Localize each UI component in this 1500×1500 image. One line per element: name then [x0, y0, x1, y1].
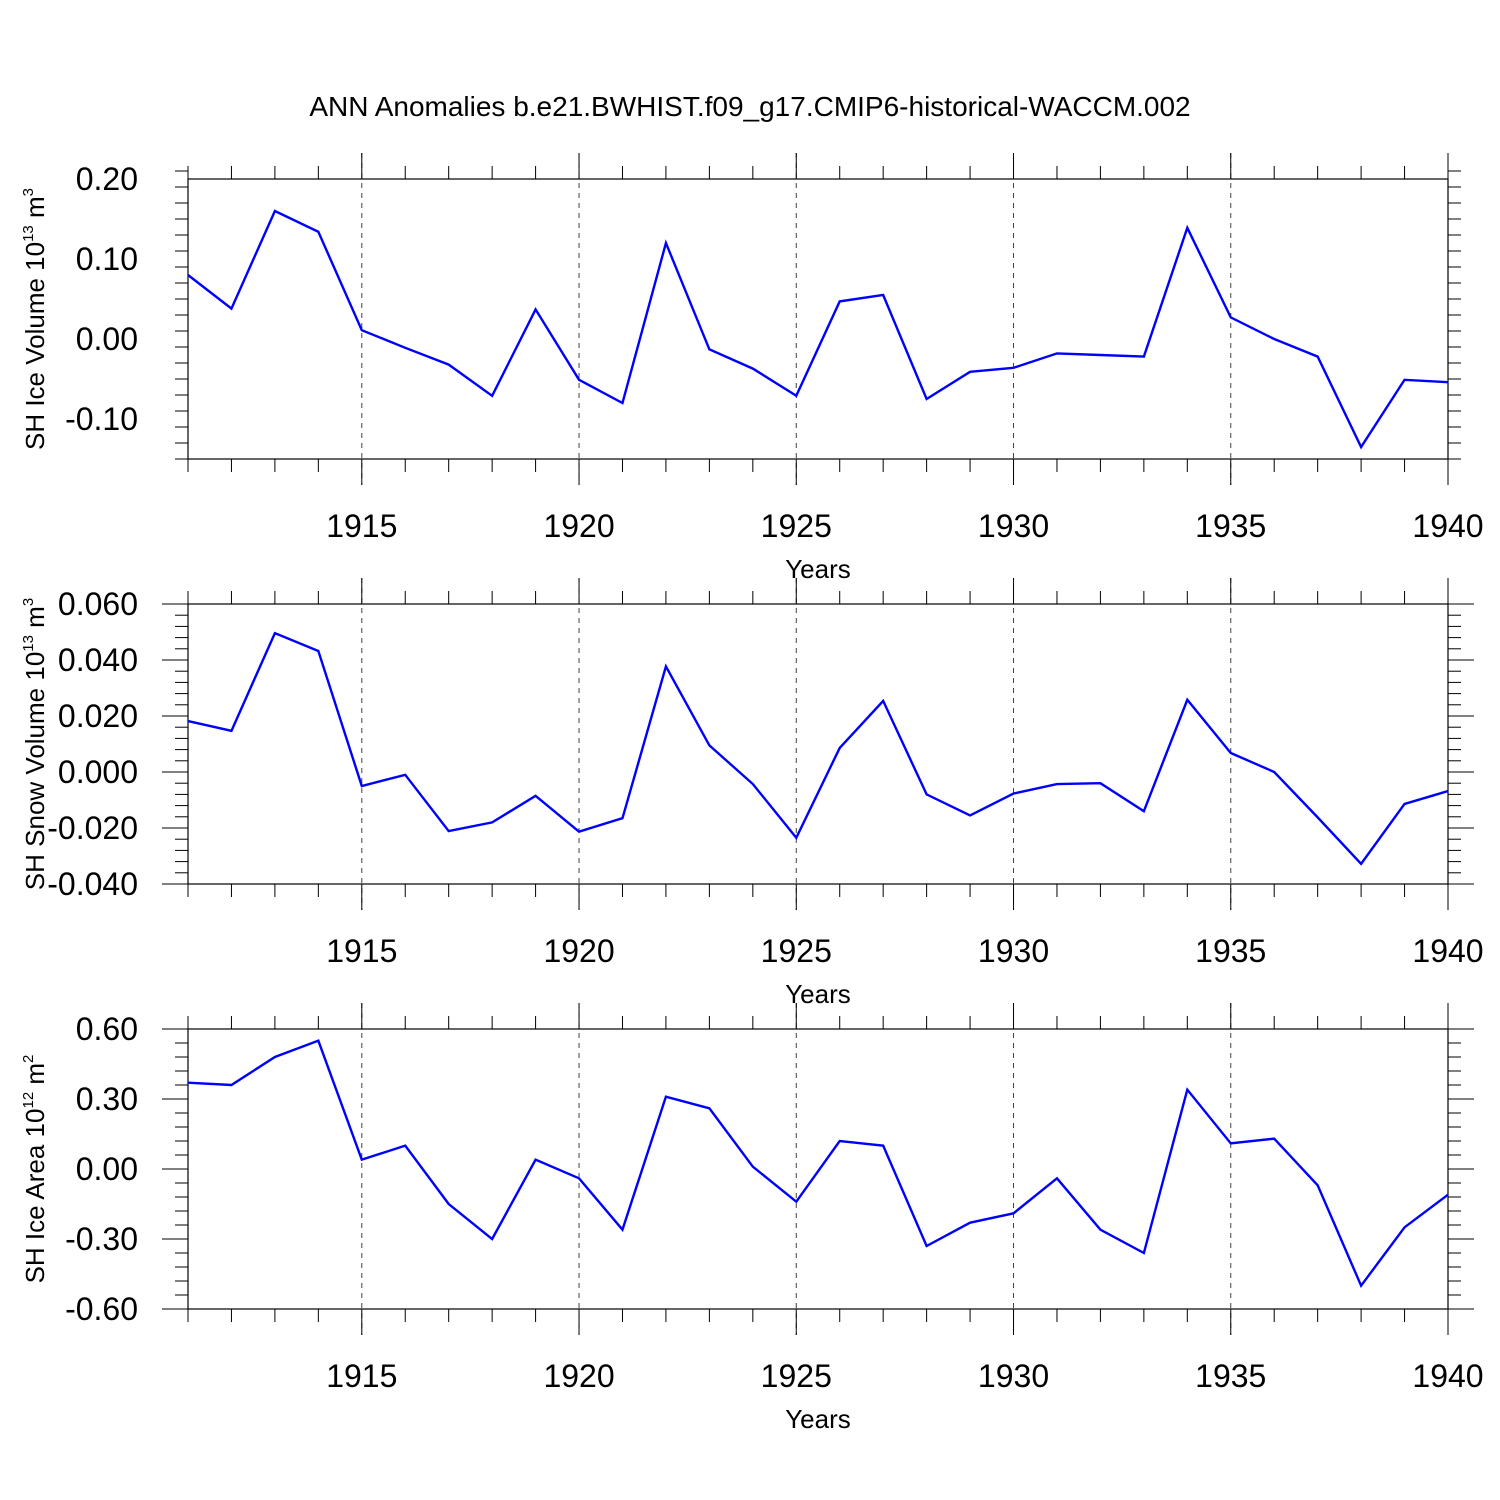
x-tick-label: 1935	[1195, 508, 1266, 544]
x-tick-label: 1920	[543, 508, 614, 544]
x-tick-label: 1940	[1412, 933, 1483, 969]
y-axis-label: SH Ice Area 1012 m2	[20, 1055, 50, 1284]
series-line	[187, 1039, 1449, 1289]
plot-frame	[187, 178, 1449, 460]
x-tick-label: 1915	[326, 1358, 397, 1394]
x-tick-label: 1925	[761, 508, 832, 544]
y-tick-label: -0.60	[65, 1291, 138, 1327]
panel-2: 0.060 0.040 0.020 0.000 -0.020 -0.040 1915 1920…	[20, 578, 1484, 1009]
x-axis-label: Years	[785, 554, 851, 584]
x-tick-label: 1930	[978, 1358, 1049, 1394]
y-tick-label: 0.020	[58, 698, 138, 734]
y-tick-label: 0.10	[76, 241, 138, 277]
y-axis-label: SH Ice Volume 1013 m3	[20, 188, 50, 450]
x-tick-label: 1940	[1412, 1358, 1483, 1394]
y-tick-label: -0.040	[47, 866, 138, 902]
plot-frame	[187, 1028, 1449, 1310]
y-axis-label: SH Snow Volume 1013 m3	[20, 598, 50, 890]
y-tick-label: 0.000	[58, 754, 138, 790]
panel-3: 0.60 0.30 0.00 -0.30 -0.60 1915 1920 1925 1930 19…	[20, 1003, 1484, 1434]
y-tick-label: -0.30	[65, 1221, 138, 1257]
x-tick-label: 1940	[1412, 508, 1483, 544]
x-tick-label: 1915	[326, 933, 397, 969]
y-tick-label: 0.00	[76, 321, 138, 357]
y-tick-label: 0.30	[76, 1081, 138, 1117]
panels: 0.20 0.10 0.00 -0.10 1915 1920 1925 1930 1935 194…	[20, 153, 1484, 1434]
x-tick-label: 1930	[978, 508, 1049, 544]
x-tick-label: 1930	[978, 933, 1049, 969]
series-line	[187, 209, 1449, 450]
plot-frame	[187, 603, 1449, 885]
series-line	[187, 631, 1449, 866]
y-tick-label: -0.10	[65, 401, 138, 437]
y-tick-label: 0.040	[58, 642, 138, 678]
y-tick-label: 0.060	[58, 586, 138, 622]
x-tick-label: 1915	[326, 508, 397, 544]
x-axis-label: Years	[785, 1404, 851, 1434]
x-tick-label: 1920	[543, 1358, 614, 1394]
panel-1: 0.20 0.10 0.00 -0.10 1915 1920 1925 1930 1935 194…	[20, 153, 1484, 584]
x-tick-label: 1935	[1195, 933, 1266, 969]
y-tick-label: 0.60	[76, 1011, 138, 1047]
x-tick-label: 1920	[543, 933, 614, 969]
y-tick-label: 0.20	[76, 161, 138, 197]
x-axis-label: Years	[785, 979, 851, 1009]
x-tick-label: 1935	[1195, 1358, 1266, 1394]
x-tick-label: 1925	[761, 933, 832, 969]
figure-title: ANN Anomalies b.e21.BWHIST.f09_g17.CMIP6…	[309, 91, 1190, 122]
x-tick-label: 1925	[761, 1358, 832, 1394]
y-tick-label: 0.00	[76, 1151, 138, 1187]
y-tick-label: -0.020	[47, 810, 138, 846]
